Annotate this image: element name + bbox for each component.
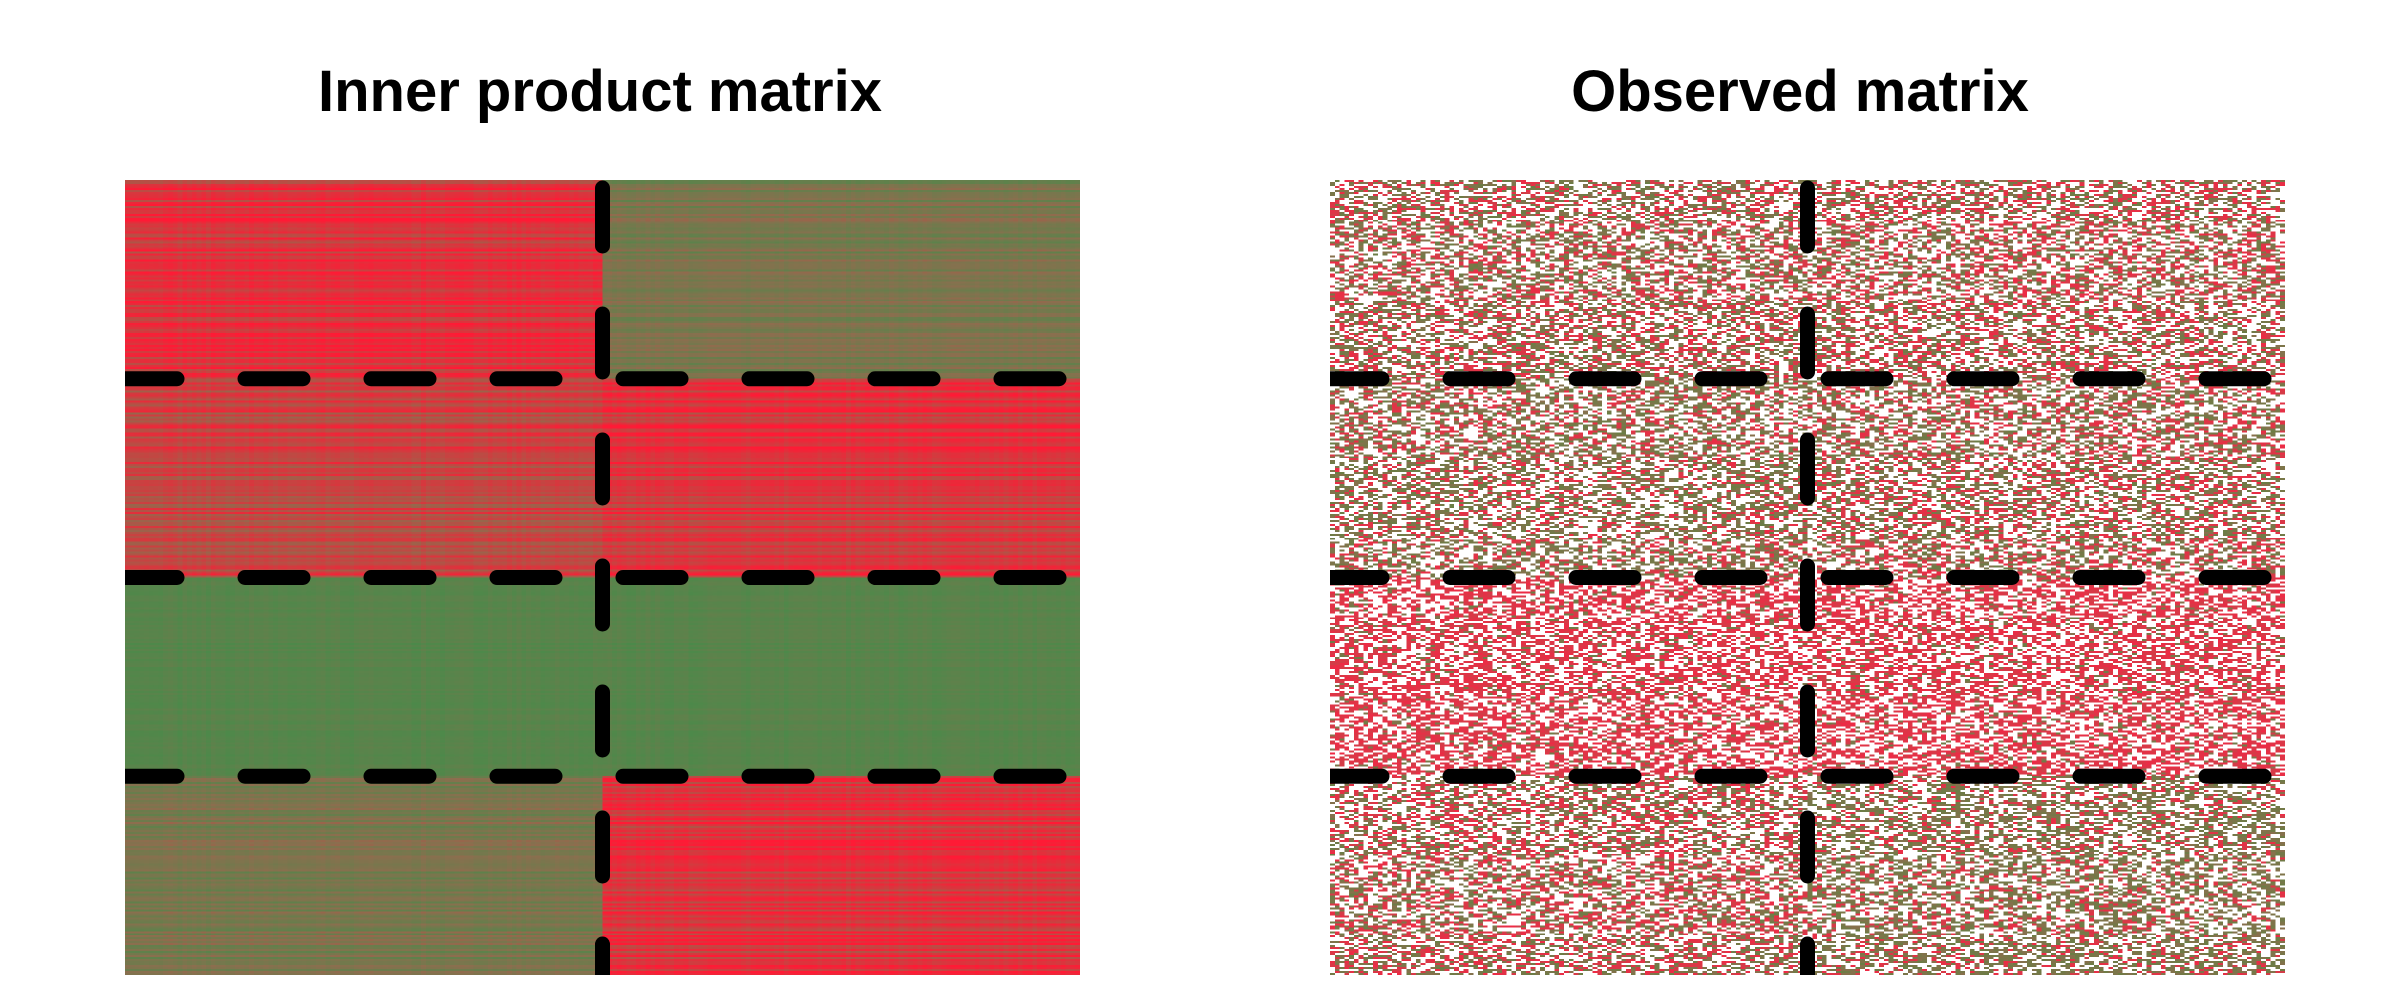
observed-title: Observed matrix xyxy=(1571,59,2029,124)
observed-block-dividers xyxy=(1330,180,2285,975)
inner-product-title: Inner product matrix xyxy=(318,59,882,124)
inner-product-heatmap xyxy=(125,180,1080,975)
inner-product-block-dividers xyxy=(125,180,1080,975)
observed-heatmap xyxy=(1330,180,2285,975)
